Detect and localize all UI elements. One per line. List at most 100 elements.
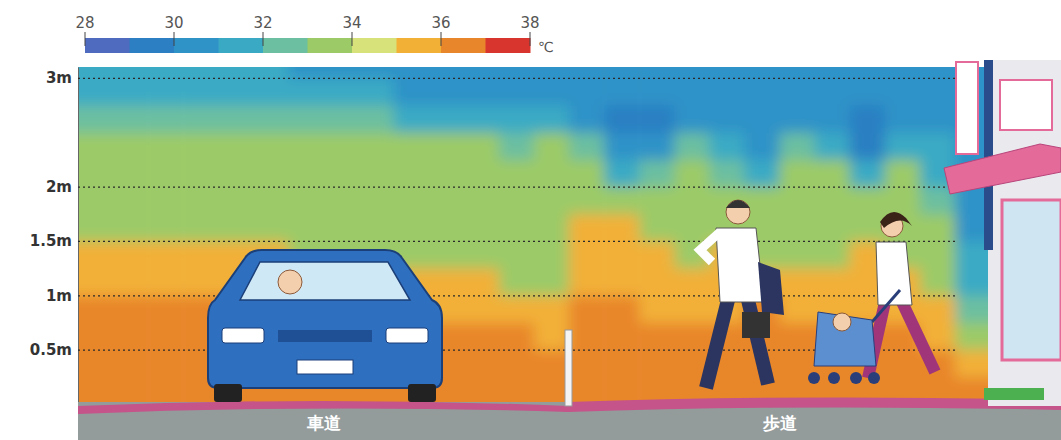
heat-cell [499,349,535,377]
woman-leg [902,302,935,372]
heat-cell [850,186,886,214]
colorbar-band [219,38,264,53]
colorbar-band [130,38,175,53]
heat-cell [429,105,465,133]
colorbar-tick-label: 28 [75,14,94,32]
heat-cell [569,376,605,404]
shop-awning [944,144,1061,194]
y-tick: 3m [46,69,955,87]
heat-cell [464,213,500,241]
heat-cell [253,77,289,105]
colorbar-band [441,38,486,53]
heat-cell [850,159,886,187]
heat-cell [569,322,605,350]
heat-cell [604,67,640,78]
heat-cell [534,77,570,105]
heat-cell [780,159,816,187]
heat-cell [78,322,114,350]
heat-cell [815,132,851,160]
heat-cell [464,132,500,160]
heat-cell [780,268,816,296]
heat-cell [569,186,605,214]
heat-cell [639,268,675,296]
heat-cell [815,105,851,133]
heat-cell [499,295,535,323]
heat-cell [499,268,535,296]
heat-cell [253,213,289,241]
heat-cell [780,213,816,241]
heat-cell [218,213,254,241]
heat-cell [604,376,640,404]
shop-wall [988,60,1061,406]
heat-cell [604,77,640,105]
chart: 0.5m1m1.5m2m3m車道歩道283032343638℃ [0,0,1061,440]
heat-cell [148,376,184,404]
heat-cell [744,105,780,133]
heat-cell [183,240,219,268]
heat-cell [534,376,570,404]
y-tick-label: 3m [46,69,72,87]
heat-cell [218,186,254,214]
heat-cell [639,295,675,323]
heat-cell [569,240,605,268]
heat-cell [569,105,605,133]
heat-cell [148,186,184,214]
car-wheel [408,384,436,402]
heat-cell [780,295,816,323]
heat-cell [639,322,675,350]
heat-cell [604,295,640,323]
heat-cell [148,159,184,187]
heat-cell [183,213,219,241]
car-headlight [386,328,428,343]
heat-cell [113,77,149,105]
colorbar-unit: ℃ [538,39,554,55]
colorbar-tick-label: 32 [253,14,272,32]
heat-cell [464,240,500,268]
heat-cell [920,240,956,268]
heat-cell [394,67,430,78]
colorbar-tick [441,32,442,46]
heat-cell [744,77,780,105]
heat-cell [639,186,675,214]
heat-cell [183,67,219,78]
heat-cell [148,105,184,133]
heat-cell [183,159,219,187]
heat-cell [253,159,289,187]
heat-cell [569,349,605,377]
heat-cell [744,132,780,160]
heat-cell [499,240,535,268]
heat-cell [885,105,921,133]
heat-cell [499,186,535,214]
heat-cell [394,159,430,187]
heat-cell [429,132,465,160]
driver-head [278,270,302,294]
colorbar-band [352,38,397,53]
heat-cell [78,349,114,377]
heat-cell [955,322,990,350]
heat-cell [288,132,324,160]
y-tick-label: 1m [46,287,72,305]
heat-cell [359,77,395,105]
heat-cell [464,268,500,296]
y-axis-line [78,68,79,405]
heat-cell [359,213,395,241]
man-arm [700,232,720,262]
heat-cell [464,159,500,187]
heat-cell [464,349,500,377]
heat-cell [885,77,921,105]
heat-cell [78,186,114,214]
heat-cell [148,349,184,377]
heat-cell [429,186,465,214]
heatmap [78,67,990,404]
grid-line [78,295,955,296]
heat-cell [674,132,710,160]
heat-cell [569,159,605,187]
heat-cell [78,77,114,105]
heat-cell [113,268,149,296]
colorbar-tick-label: 34 [342,14,361,32]
heat-cell [674,159,710,187]
heat-cell [429,213,465,241]
heat-cell [920,213,956,241]
heat-cell [815,213,851,241]
grid-line [78,78,955,79]
